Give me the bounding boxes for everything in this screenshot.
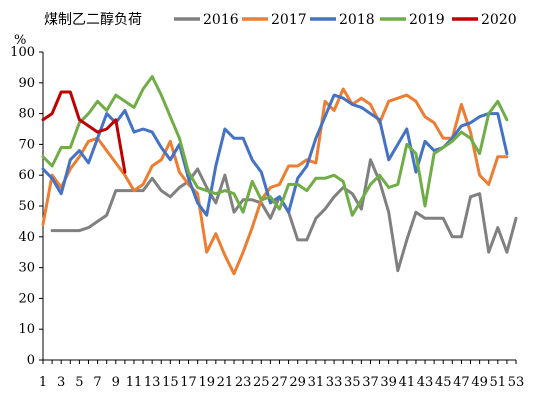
legend: 煤制乙二醇负荷 2016 2017 2018 2019 2020 (44, 11, 517, 28)
x-tick-label: 37 (362, 375, 379, 390)
legend-label-2016: 2016 (203, 12, 239, 28)
y-tick-label: 30 (18, 261, 35, 276)
y-tick-label: 70 (18, 137, 35, 152)
y-axis: 0 10 20 30 40 50 60 70 80 90 100 (10, 45, 44, 368)
x-tick-label: 27 (271, 375, 288, 390)
x-tick-label: 23 (235, 375, 252, 390)
x-tick-label: 17 (180, 375, 197, 390)
x-tick-label: 21 (217, 375, 234, 390)
y-axis-label: % (14, 33, 26, 48)
x-tick-label: 41 (399, 375, 416, 390)
series-line-2019 (41, 75, 509, 217)
legend-label-2018: 2018 (339, 12, 375, 28)
x-tick-label: 43 (417, 375, 434, 390)
x-tick-label: 49 (471, 375, 488, 390)
plot-area (41, 75, 518, 276)
x-tick-label: 5 (75, 375, 83, 390)
x-tick-label: 19 (198, 375, 215, 390)
x-tick-label: 1 (39, 375, 47, 390)
x-tick-label: 45 (435, 375, 452, 390)
y-tick-label: 10 (18, 322, 35, 337)
x-tick-label: 35 (344, 375, 361, 390)
x-tick-label: 11 (126, 375, 143, 390)
x-tick-label: 13 (144, 375, 161, 390)
x-tick-label: 29 (289, 375, 306, 390)
series-line-2020 (41, 90, 127, 174)
y-tick-label: 20 (18, 291, 35, 306)
series-line-2018 (41, 93, 509, 217)
series-line-2017 (41, 87, 509, 276)
x-tick-label: 39 (380, 375, 397, 390)
x-tick-label: 51 (490, 375, 507, 390)
x-tick-label: 53 (508, 375, 525, 390)
legend-label-2017: 2017 (271, 12, 307, 28)
x-tick-label: 7 (93, 375, 101, 390)
x-tick-label: 47 (453, 375, 470, 390)
x-axis: 1 3 5 7 9 11 13 15 17 19 21 23 25 27 29 31 33 35 37 39 41 43 4… (39, 359, 525, 390)
x-tick-label: 33 (326, 375, 343, 390)
legend-label-2019: 2019 (409, 12, 445, 28)
y-tick-label: 40 (18, 230, 35, 245)
y-tick-label: 90 (18, 76, 35, 91)
y-tick-label: 60 (18, 168, 35, 183)
y-tick-label: 0 (27, 353, 35, 368)
x-tick-label: 9 (112, 375, 120, 390)
x-tick-label: 31 (308, 375, 325, 390)
x-tick-label: 3 (57, 375, 65, 390)
y-tick-label: 50 (18, 199, 35, 214)
legend-label-2020: 2020 (481, 12, 517, 28)
y-tick-label: 80 (18, 107, 35, 122)
chart-title: 煤制乙二醇负荷 (44, 11, 142, 28)
x-tick-label: 25 (253, 375, 270, 390)
y-tick-label: 100 (10, 45, 35, 60)
x-tick-label: 15 (162, 375, 179, 390)
